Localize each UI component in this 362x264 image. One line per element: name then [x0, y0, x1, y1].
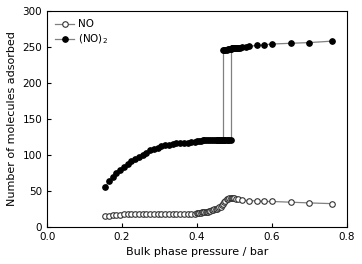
Legend: NO, (NO)$_2$: NO, (NO)$_2$	[52, 16, 111, 49]
Y-axis label: Number of molecules adsorbed: Number of molecules adsorbed	[7, 31, 17, 206]
X-axis label: Bulk phase pressure / bar: Bulk phase pressure / bar	[126, 247, 268, 257]
